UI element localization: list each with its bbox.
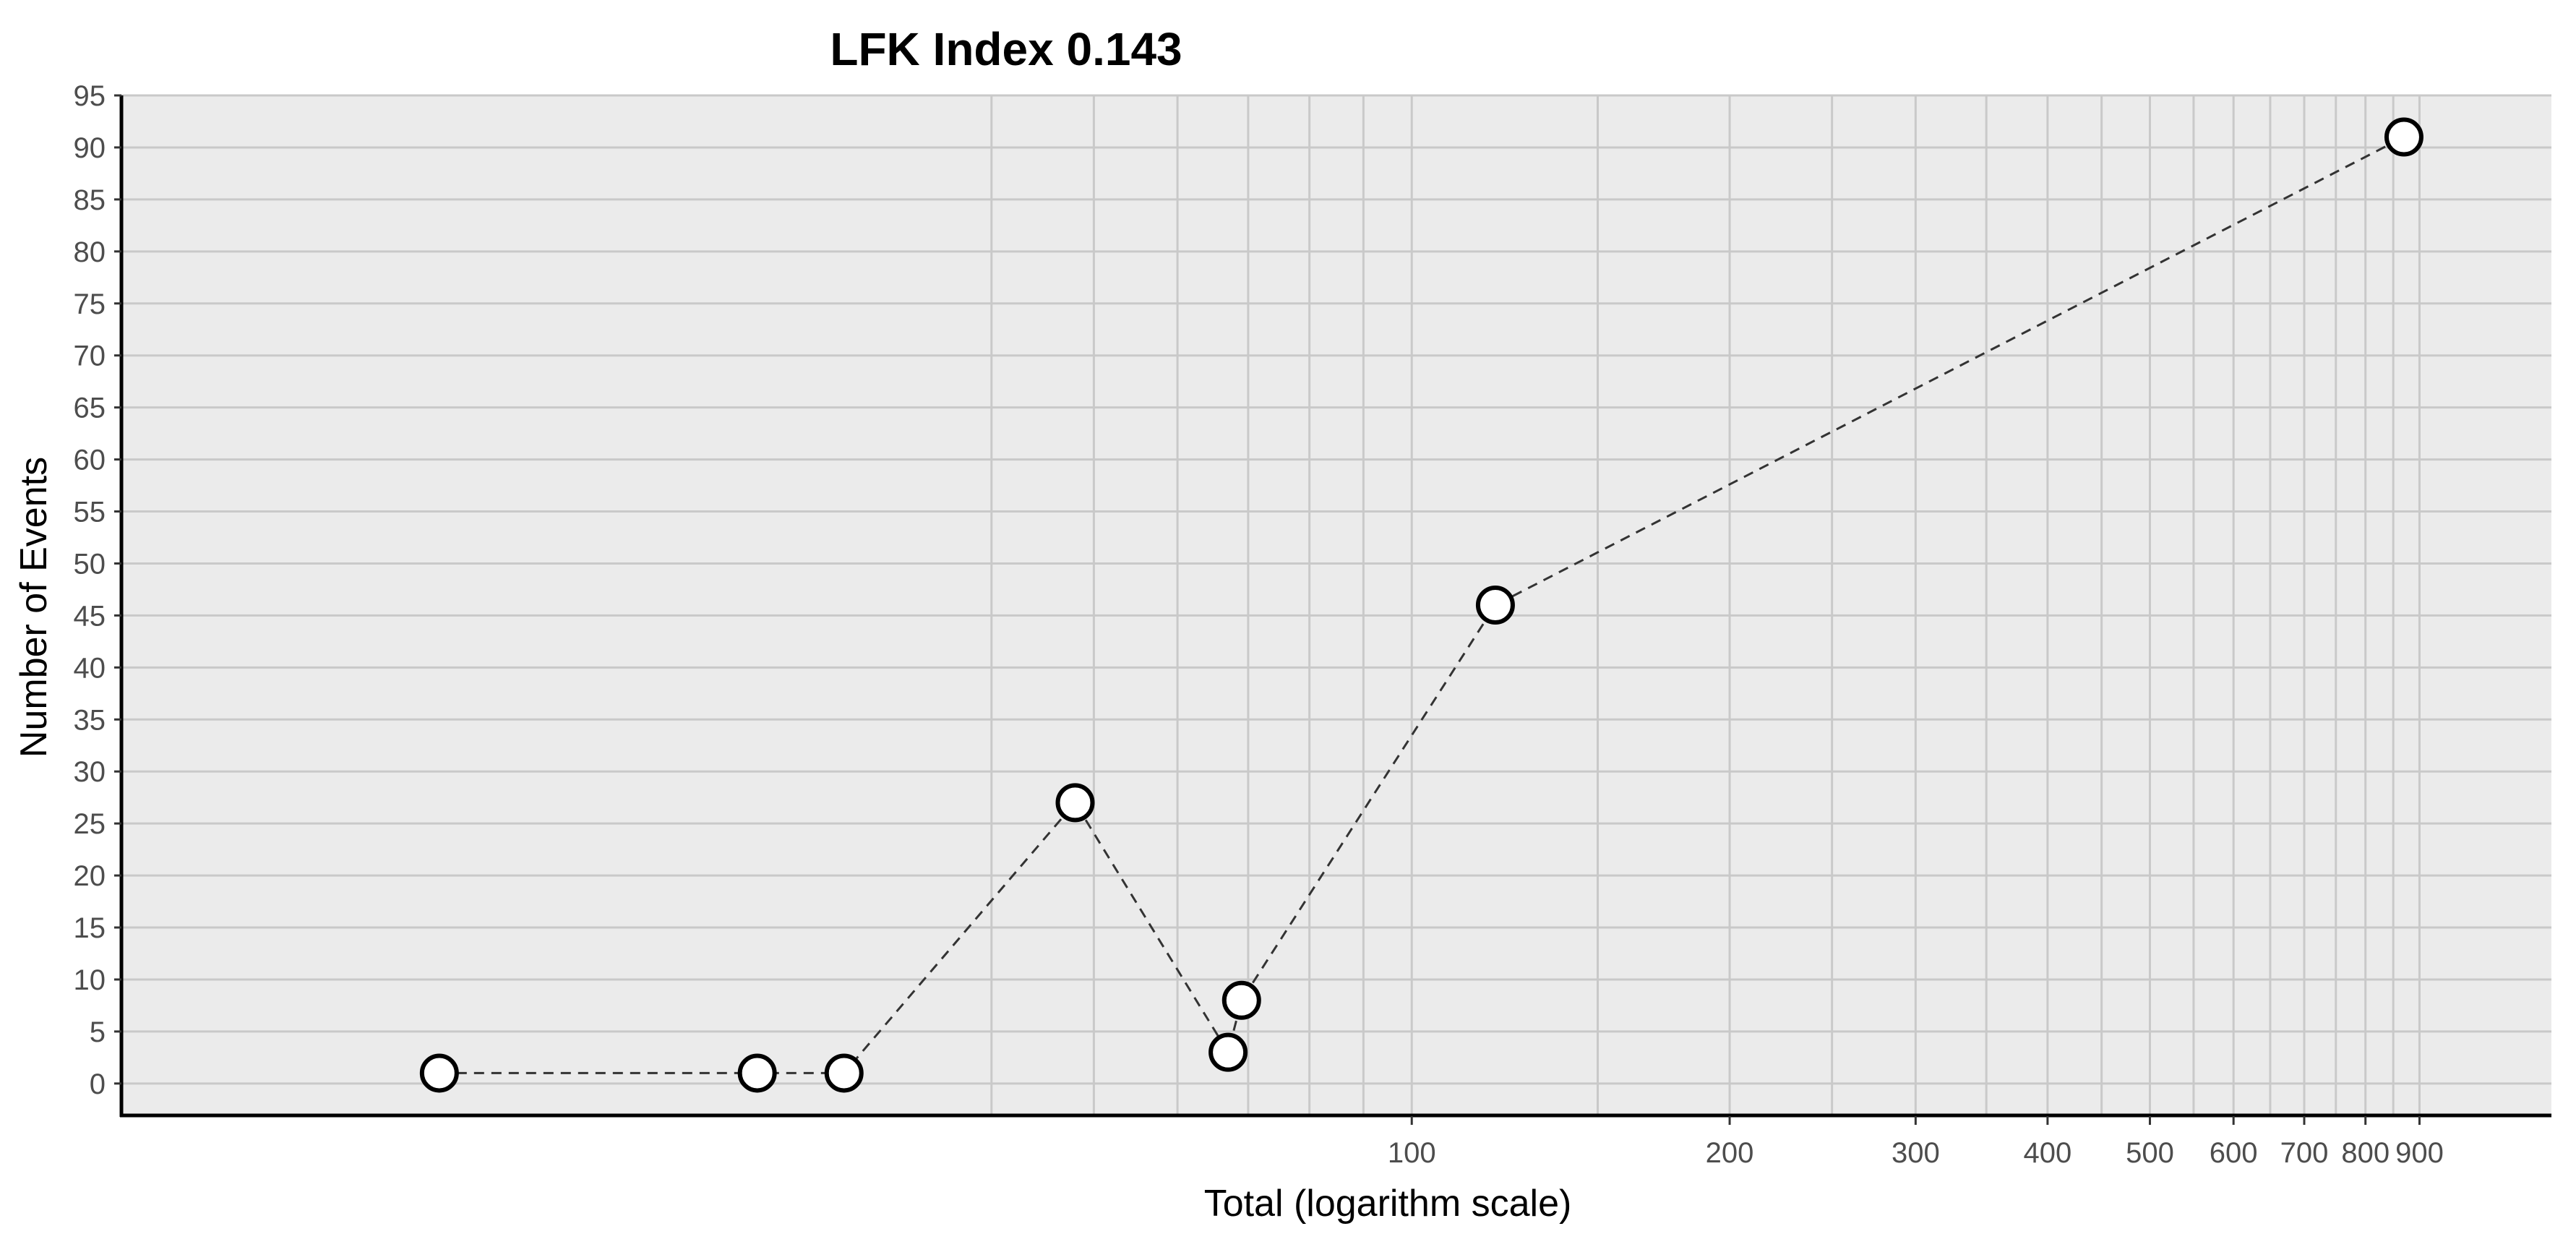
data-point <box>1055 783 1095 823</box>
y-tick-label: 95 <box>74 80 106 112</box>
series-layer <box>419 117 2423 1093</box>
data-point <box>419 1053 459 1093</box>
grid-lines <box>121 94 2551 1115</box>
data-point <box>1222 980 1261 1020</box>
y-tick-label: 25 <box>74 808 106 840</box>
y-tick-label: 10 <box>74 964 106 996</box>
axes <box>119 95 2551 1118</box>
x-tick-label: 600 <box>2210 1137 2258 1169</box>
y-tick-label: 60 <box>74 445 106 476</box>
y-tick-label: 65 <box>74 393 106 424</box>
x-tick-label: 100 <box>1388 1137 1436 1169</box>
y-tick-label: 85 <box>74 184 106 216</box>
y-tick-label: 80 <box>74 236 106 268</box>
plot-panel <box>121 95 2551 1115</box>
data-point <box>2384 117 2423 157</box>
x-tick-label: 900 <box>2395 1137 2444 1169</box>
y-tick-label: 5 <box>90 1016 106 1048</box>
x-tick-label: 200 <box>1706 1137 1754 1169</box>
y-tick-label: 45 <box>74 600 106 632</box>
x-tick-label: 800 <box>2341 1137 2390 1169</box>
data-point <box>1208 1032 1248 1072</box>
y-tick-label: 0 <box>90 1068 106 1100</box>
y-tick-label: 75 <box>74 288 106 320</box>
y-tick-label: 40 <box>74 652 106 684</box>
y-tick-label: 35 <box>74 704 106 736</box>
y-axis-title: Number of Events <box>13 457 55 758</box>
data-point <box>737 1053 777 1093</box>
y-tick-label: 15 <box>74 912 106 944</box>
x-axis-ticks: 100 200 300 400 500 600 700 800 900 <box>1388 1116 2444 1169</box>
y-tick-label: 30 <box>74 756 106 788</box>
chart-title: LFK Index 0.143 <box>830 23 1182 75</box>
y-tick-label: 55 <box>74 497 106 528</box>
x-tick-label: 400 <box>2024 1137 2072 1169</box>
x-axis-title: Total (logarithm scale) <box>1204 1183 1572 1225</box>
y-axis-ticks: 0 5 10 15 20 25 30 35 40 45 50 55 60 65 70 75 80 85 90 95 <box>74 80 121 1100</box>
data-point <box>824 1053 864 1093</box>
y-tick-label: 20 <box>74 860 106 892</box>
x-tick-label: 700 <box>2280 1137 2329 1169</box>
x-tick-label: 500 <box>2126 1137 2174 1169</box>
y-tick-label: 50 <box>74 548 106 580</box>
y-tick-label: 70 <box>74 340 106 372</box>
y-tick-label: 90 <box>74 132 106 164</box>
x-tick-label: 300 <box>1892 1137 1940 1169</box>
data-point <box>1475 586 1515 625</box>
